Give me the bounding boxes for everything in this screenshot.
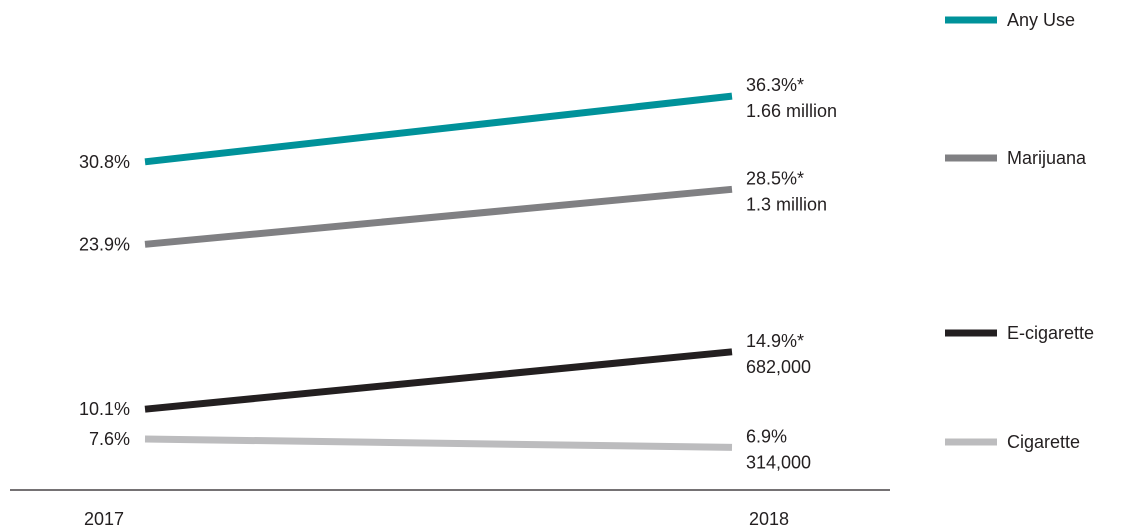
end-sublabel-cigarette: 314,000 xyxy=(746,452,811,472)
end-sublabel-e-cigarette: 682,000 xyxy=(746,357,811,377)
series-line-any-use xyxy=(144,92,733,166)
data-labels: 30.8% 36.3%* 1.66 million 23.9% 28.5%* 1.3 mi… xyxy=(79,75,837,472)
end-sublabel-any-use: 1.66 million xyxy=(746,101,837,121)
start-label-cigarette: 7.6% xyxy=(89,429,130,449)
series-line-e-cigarette xyxy=(144,348,733,413)
end-sublabel-marijuana: 1.3 million xyxy=(746,194,827,214)
legend-label-cigarette: Cigarette xyxy=(1007,432,1080,452)
legend-label-any-use: Any Use xyxy=(1007,10,1075,30)
series-line-cigarette xyxy=(144,435,733,451)
series-line-marijuana xyxy=(144,185,733,248)
legend: Any Use Marijuana E-cigarette Cigarette xyxy=(945,10,1094,452)
series-lines xyxy=(144,92,733,451)
start-label-any-use: 30.8% xyxy=(79,152,130,172)
end-label-cigarette: 6.9% xyxy=(746,426,787,446)
legend-swatch-marijuana xyxy=(945,154,997,162)
x-tick-label-2017: 2017 xyxy=(84,509,124,529)
legend-swatch-e-cigarette xyxy=(945,329,997,337)
legend-label-marijuana: Marijuana xyxy=(1007,148,1087,168)
end-label-marijuana: 28.5%* xyxy=(746,168,804,188)
end-label-any-use: 36.3%* xyxy=(746,75,804,95)
end-label-e-cigarette: 14.9%* xyxy=(746,331,804,351)
start-label-marijuana: 23.9% xyxy=(79,234,130,254)
legend-swatch-cigarette xyxy=(945,438,997,446)
legend-swatch-any-use xyxy=(945,16,997,24)
legend-label-e-cigarette: E-cigarette xyxy=(1007,323,1094,343)
start-label-e-cigarette: 10.1% xyxy=(79,399,130,419)
x-tick-label-2018: 2018 xyxy=(749,509,789,529)
